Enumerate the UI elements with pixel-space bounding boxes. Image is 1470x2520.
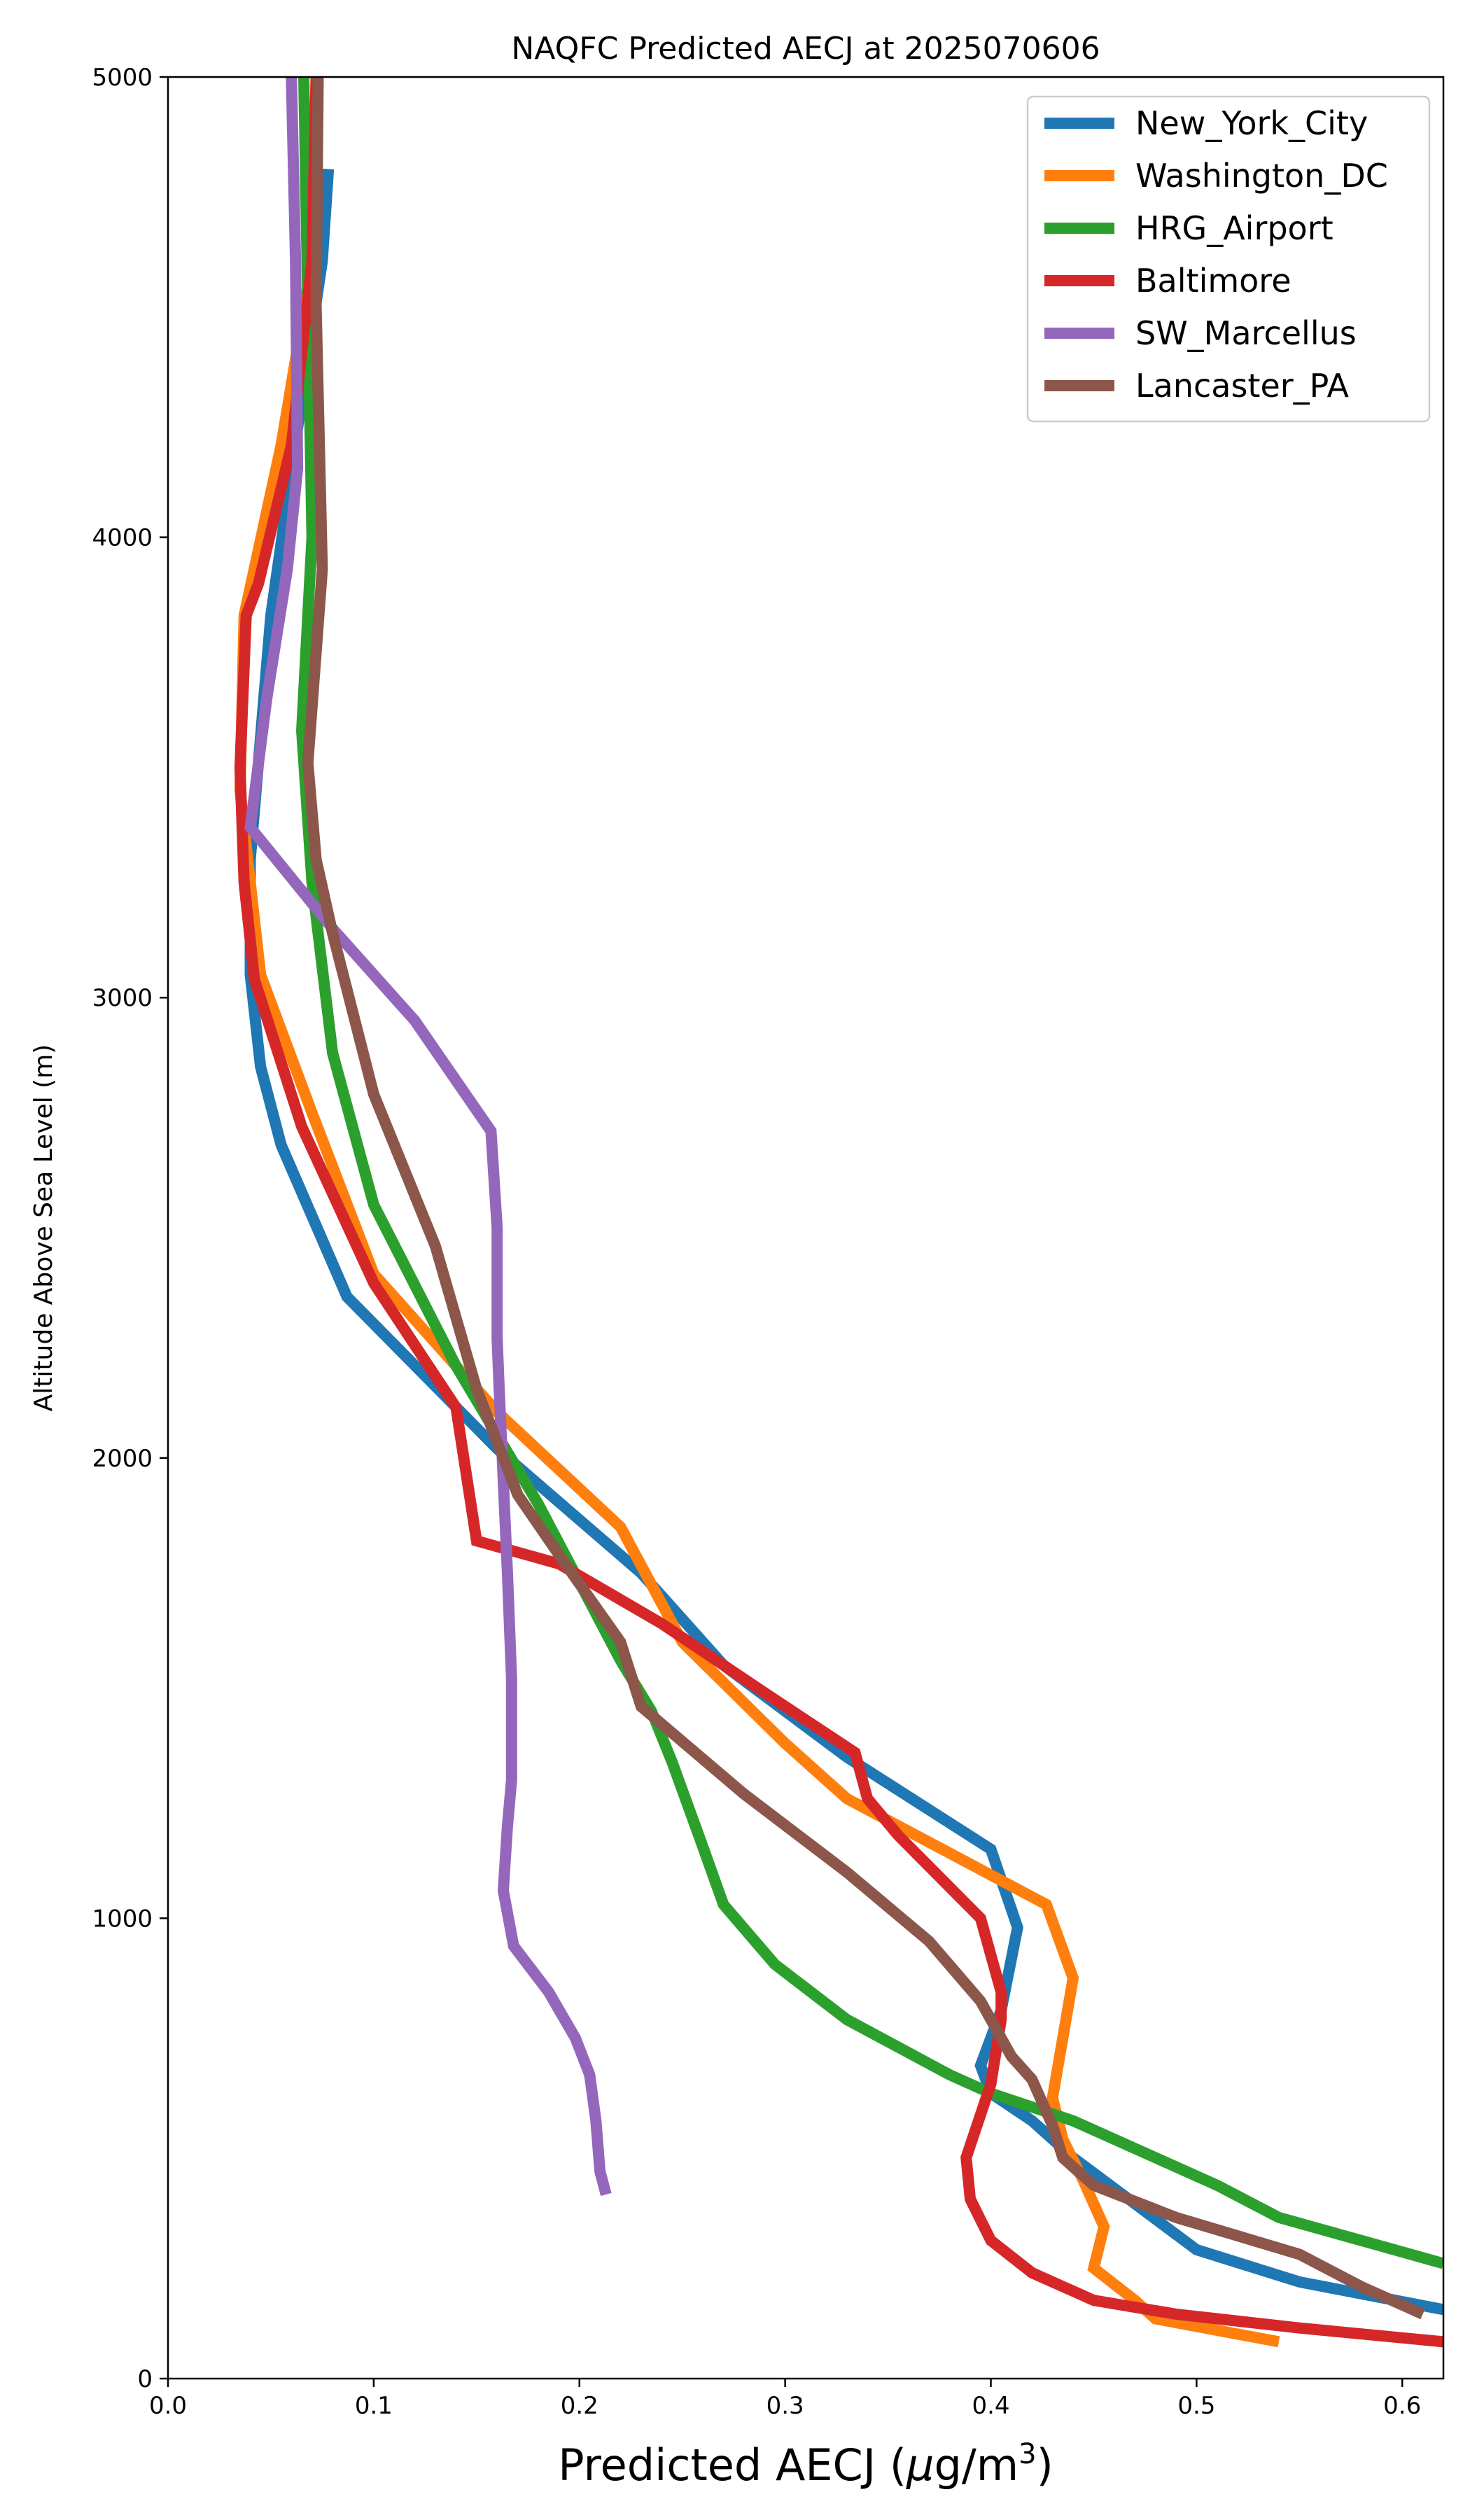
- x-tick-label: 0.1: [355, 2392, 393, 2420]
- x-tick-label: 0.2: [561, 2392, 598, 2420]
- x-tick-label: 0.4: [972, 2392, 1009, 2420]
- x-axis-label-unit: g/m: [934, 2440, 1018, 2491]
- x-tick-label: 0.3: [766, 2392, 804, 2420]
- y-tick-label: 2000: [92, 1445, 153, 1473]
- legend-label: Washington_DC: [1135, 157, 1388, 195]
- y-tick-label: 1000: [92, 1905, 153, 1933]
- x-tick-label: 0.5: [1177, 2392, 1215, 2420]
- legend-label: New_York_City: [1135, 104, 1368, 142]
- x-axis-label-base: Predicted AECJ (: [558, 2440, 906, 2491]
- legend-label: Lancaster_PA: [1135, 367, 1349, 405]
- series-line-lancaster-pa: [302, 77, 1425, 2320]
- x-tick-label: 0.0: [149, 2392, 187, 2420]
- legend-label: HRG_Airport: [1135, 209, 1334, 247]
- y-tick-label: 3000: [92, 984, 153, 1012]
- y-tick-label: 4000: [92, 524, 153, 552]
- x-axis-label: Predicted AECJ (μg/m3): [558, 2438, 1054, 2491]
- y-axis-label: Altitude Above Sea Level (m): [29, 1044, 58, 1412]
- legend-label: SW_Marcellus: [1135, 314, 1357, 352]
- series-line-hrg-airport: [295, 77, 1443, 2269]
- chart-title: NAQFC Predicted AECJ at 2025070606: [511, 31, 1100, 66]
- x-tick-label: 0.6: [1383, 2392, 1421, 2420]
- x-axis: 0.0 0.1 0.2 0.3 0.4 0.5 0.6: [149, 2379, 1421, 2420]
- x-axis-label-sup: 3: [1018, 2438, 1036, 2470]
- series-line-baltimore: [234, 77, 1443, 2348]
- legend-frame: [1026, 95, 1431, 423]
- x-axis-label-close: ): [1037, 2440, 1054, 2491]
- series-line-sw-marcellus: [244, 77, 612, 2197]
- y-tick-label: 5000: [92, 64, 153, 92]
- y-axis: 0 1000 2000 3000 4000 5000: [92, 64, 168, 2393]
- legend: New_York_City Washington_DC HRG_Airport Bal…: [1026, 95, 1431, 423]
- y-tick-label: 0: [137, 2365, 153, 2393]
- plot-frame: [167, 76, 1445, 2380]
- x-axis-label-mu: μ: [906, 2440, 934, 2491]
- legend-label: Baltimore: [1135, 262, 1292, 300]
- series-group: [234, 77, 1443, 2348]
